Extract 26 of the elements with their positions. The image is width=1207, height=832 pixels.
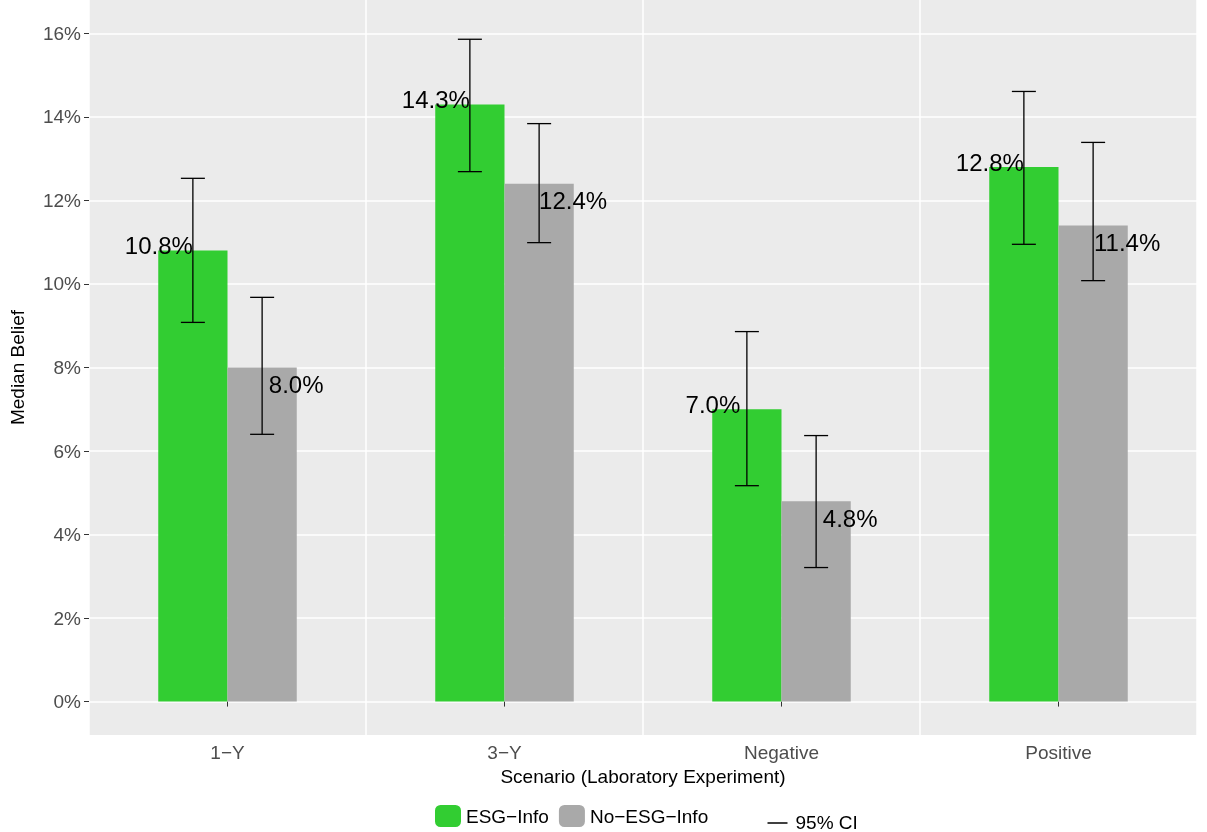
data-label: 14.3% bbox=[401, 85, 470, 113]
text: 95% CI bbox=[795, 812, 858, 832]
x-tick-label: 3−Y bbox=[487, 742, 522, 763]
data-label: 12.4% bbox=[539, 187, 608, 215]
x-tick-label: Negative bbox=[744, 742, 819, 763]
legend-label: ESG−Info bbox=[466, 805, 549, 827]
data-label: 8.0% bbox=[268, 371, 324, 398]
legend-label: No−ESG−Info bbox=[589, 805, 709, 827]
y-tick-label: 4% bbox=[53, 524, 82, 546]
y-tick-label: 6% bbox=[53, 440, 82, 462]
data-label: 4.8% bbox=[822, 504, 878, 532]
y-axis-title: Median Belief bbox=[7, 309, 28, 426]
data-label: 7.0% bbox=[685, 390, 741, 418]
y-tick-label: 14% bbox=[42, 106, 82, 128]
x-tick-label: Positive bbox=[1025, 742, 1092, 763]
y-tick-label: 12% bbox=[42, 189, 82, 211]
y-tick-label: 10% bbox=[42, 273, 82, 295]
data-label: 12.8% bbox=[955, 148, 1024, 176]
y-tick-label: 0% bbox=[53, 691, 82, 713]
y-tick-label: 8% bbox=[53, 357, 82, 378]
y-tick-label: 16% bbox=[42, 22, 82, 44]
x-axis-title: Scenario (Laboratory Experiment) bbox=[500, 765, 786, 787]
x-tick-label: 1−Y bbox=[210, 742, 245, 763]
data-label: 10.8% bbox=[124, 232, 193, 260]
y-tick-label: 2% bbox=[53, 607, 82, 629]
data-label: 11.4% bbox=[1093, 229, 1161, 257]
